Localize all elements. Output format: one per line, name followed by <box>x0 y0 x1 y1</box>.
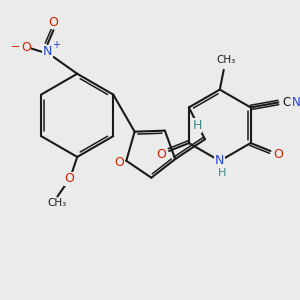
Text: O: O <box>273 148 283 161</box>
Text: −: − <box>11 42 20 52</box>
Text: H: H <box>192 119 202 132</box>
Text: O: O <box>21 40 31 53</box>
Text: O: O <box>156 148 166 161</box>
Text: O: O <box>114 156 124 169</box>
Text: H: H <box>218 168 226 178</box>
Text: O: O <box>64 172 74 185</box>
Text: N: N <box>43 46 52 59</box>
Text: C: C <box>282 96 290 109</box>
Text: N: N <box>292 96 300 109</box>
Text: N: N <box>215 154 224 167</box>
Text: +: + <box>52 40 60 50</box>
Text: CH₃: CH₃ <box>48 199 67 208</box>
Text: O: O <box>49 16 58 29</box>
Text: CH₃: CH₃ <box>216 55 236 65</box>
